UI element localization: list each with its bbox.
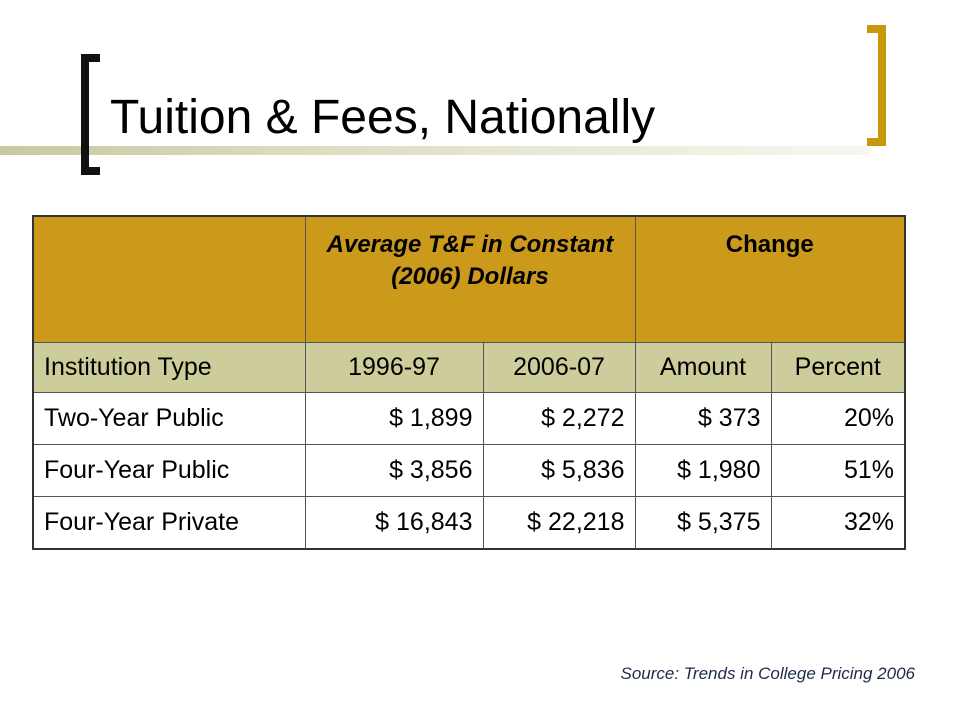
- cell-1996-97: $ 3,856: [304, 444, 484, 498]
- slide-title: Tuition & Fees, Nationally: [110, 91, 656, 144]
- subheader-institution-type: Institution Type: [32, 341, 306, 394]
- cell-amount: $ 5,375: [634, 496, 772, 550]
- cell-2006-07: $ 5,836: [482, 444, 636, 498]
- header-average-tf: Average T&F in Constant (2006) Dollars: [304, 215, 636, 343]
- subheader-percent: Percent: [770, 341, 906, 394]
- subheader-2006-07: 2006-07: [482, 341, 636, 394]
- tuition-table: Average T&F in Constant (2006) Dollars C…: [32, 215, 907, 550]
- cell-amount: $ 373: [634, 392, 772, 446]
- table-subheader-row: Institution Type 1996-97 2006-07 Amount …: [32, 341, 906, 394]
- cell-1996-97: $ 16,843: [304, 496, 484, 550]
- source-citation: Source: Trends in College Pricing 2006: [620, 664, 915, 683]
- cell-percent: 32%: [770, 496, 906, 550]
- cell-institution: Four-Year Public: [32, 444, 306, 498]
- header-blank-cell: [32, 215, 306, 343]
- right-bracket-decoration: [867, 25, 886, 146]
- cell-percent: 51%: [770, 444, 906, 498]
- left-bracket-decoration: [81, 54, 100, 175]
- subheader-1996-97: 1996-97: [304, 341, 484, 394]
- cell-percent: 20%: [770, 392, 906, 446]
- header-change: Change: [634, 215, 906, 343]
- cell-institution: Four-Year Private: [32, 496, 306, 550]
- cell-amount: $ 1,980: [634, 444, 772, 498]
- cell-1996-97: $ 1,899: [304, 392, 484, 446]
- table-row: Two-Year Public $ 1,899 $ 2,272 $ 373 20…: [32, 392, 906, 446]
- table-header-row: Average T&F in Constant (2006) Dollars C…: [32, 215, 906, 343]
- cell-institution: Two-Year Public: [32, 392, 306, 446]
- table-row: Four-Year Public $ 3,856 $ 5,836 $ 1,980…: [32, 444, 906, 498]
- cell-2006-07: $ 22,218: [482, 496, 636, 550]
- subheader-amount: Amount: [634, 341, 772, 394]
- table-row: Four-Year Private $ 16,843 $ 22,218 $ 5,…: [32, 496, 906, 550]
- title-accent-line: [0, 146, 870, 155]
- cell-2006-07: $ 2,272: [482, 392, 636, 446]
